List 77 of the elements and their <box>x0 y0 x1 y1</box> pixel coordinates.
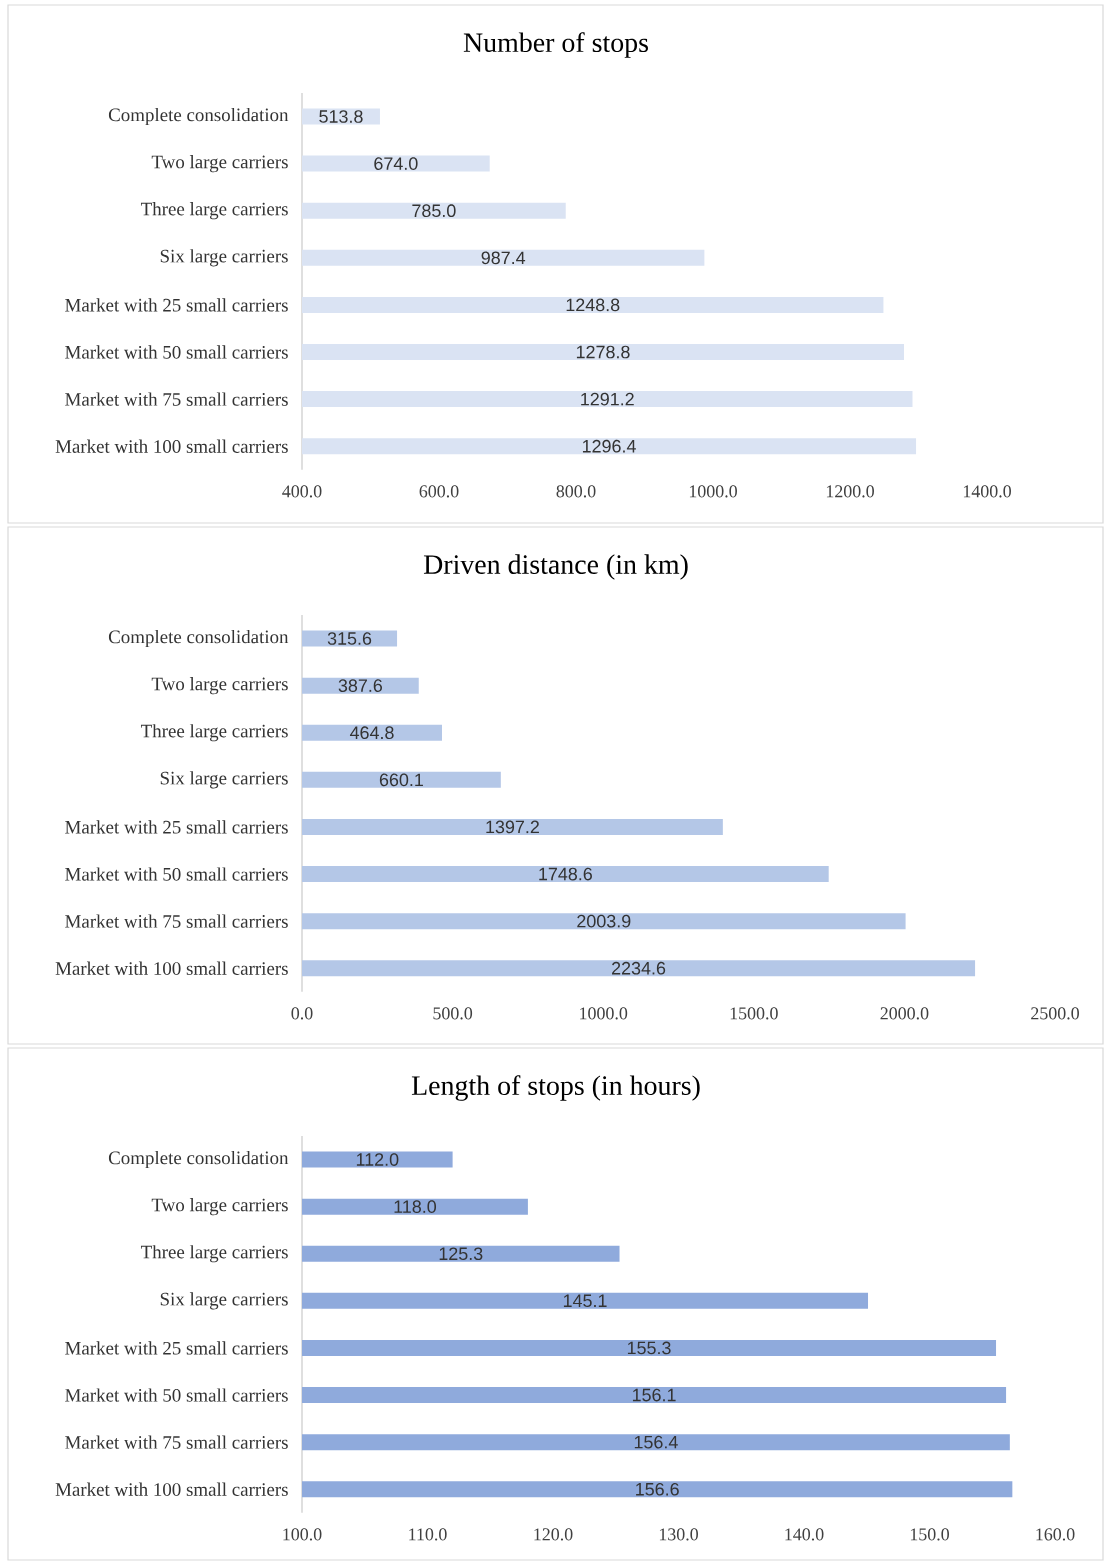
x-tick-label: 110.0 <box>409 1528 447 1541</box>
y-tick-label: Market with 25 small carriers <box>65 1341 288 1355</box>
x-tick-label: 150.0 <box>910 1528 950 1541</box>
bar <box>302 724 442 741</box>
data-label: 660.1 <box>379 773 423 787</box>
x-tick-label: 1000.0 <box>580 1007 628 1020</box>
data-label: 118.0 <box>394 1200 437 1213</box>
y-tick-label: Market with 100 small carriers <box>55 439 288 453</box>
x-tick-label: 100.0 <box>283 1528 322 1541</box>
y-tick-label: Two large carriers <box>151 155 288 173</box>
y-tick-label: Six large carriers <box>160 1292 288 1310</box>
bar <box>302 866 829 883</box>
data-label: 112.0 <box>356 1153 399 1166</box>
data-label: 987.4 <box>481 251 526 265</box>
data-label: 1397.2 <box>486 820 539 834</box>
data-label: 387.6 <box>338 679 383 692</box>
x-tick-label: 2500.0 <box>1031 1007 1079 1020</box>
y-tick-label: Complete consolidation <box>108 1150 289 1169</box>
y-tick-label: Market with 100 small carriers <box>55 1482 288 1496</box>
bar <box>302 677 419 694</box>
data-label: 145.1 <box>563 1294 607 1308</box>
data-label: 156.1 <box>632 1388 676 1402</box>
bar <box>302 960 976 977</box>
x-tick-label: 2000.0 <box>880 1007 929 1020</box>
x-tick-label: 0.0 <box>291 1007 313 1020</box>
x-tick-label: 500.0 <box>433 1007 473 1020</box>
data-label: 1296.4 <box>582 439 636 453</box>
y-tick-label: Market with 75 small carriers <box>65 914 288 928</box>
y-tick-label: Six large carriers <box>160 771 288 789</box>
chart-title: Driven distance (in km) <box>423 554 688 580</box>
data-label: 2234.6 <box>612 961 666 975</box>
y-tick-label: Three large carriers <box>141 202 288 220</box>
y-tick-label: Market with 75 small carriers <box>65 392 288 406</box>
x-tick-label: 120.0 <box>534 1528 573 1541</box>
y-tick-label: Market with 25 small carriers <box>65 298 288 312</box>
bar <box>302 771 501 788</box>
y-tick-label: Complete consolidation <box>108 107 289 126</box>
x-tick-label: 800.0 <box>556 485 596 498</box>
y-tick-label: Complete consolidation <box>108 629 289 648</box>
data-label: 1748.6 <box>539 867 592 881</box>
data-label: 156.4 <box>634 1435 678 1449</box>
bar <box>302 818 723 835</box>
x-tick-label: 1000.0 <box>689 485 737 498</box>
y-tick-label: Two large carriers <box>151 1198 288 1216</box>
y-tick-label: Three large carriers <box>141 1245 288 1263</box>
data-label: 315.6 <box>327 632 372 645</box>
y-tick-label: Market with 50 small carriers <box>65 867 288 881</box>
x-tick-label: 130.0 <box>659 1528 698 1541</box>
data-label: 464.8 <box>349 726 394 740</box>
x-tick-label: 600.0 <box>419 485 459 498</box>
y-tick-label: Market with 50 small carriers <box>65 345 288 359</box>
chart-title: Length of stops (in hours) <box>411 1075 700 1101</box>
x-tick-label: 1200.0 <box>826 485 874 498</box>
x-tick-label: 1400.0 <box>963 485 1011 498</box>
data-label: 2003.9 <box>577 914 631 928</box>
y-tick-label: Three large carriers <box>141 724 288 742</box>
y-tick-label: Two large carriers <box>151 677 288 695</box>
y-tick-label: Six large carriers <box>160 249 288 267</box>
data-label: 125.3 <box>439 1247 483 1261</box>
data-label: 155.3 <box>627 1341 671 1355</box>
y-tick-label: Market with 75 small carriers <box>65 1435 288 1449</box>
y-tick-label: Market with 50 small carriers <box>65 1388 288 1402</box>
data-label: 513.8 <box>319 110 363 123</box>
data-label: 156.6 <box>636 1482 679 1496</box>
data-label: 674.0 <box>374 157 418 170</box>
bar <box>302 913 906 930</box>
y-tick-label: Market with 25 small carriers <box>65 820 288 834</box>
data-label: 1278.8 <box>576 345 630 359</box>
y-tick-label: Market with 100 small carriers <box>55 961 288 975</box>
x-tick-label: 140.0 <box>785 1528 824 1541</box>
data-label: 1248.8 <box>566 298 620 312</box>
x-tick-label: 1500.0 <box>730 1007 778 1020</box>
x-tick-label: 400.0 <box>282 485 322 498</box>
chart-title: Number of stops <box>463 32 648 58</box>
data-label: 1291.2 <box>581 392 634 406</box>
x-tick-label: 160.0 <box>1036 1528 1075 1541</box>
data-label: 785.0 <box>412 204 456 218</box>
